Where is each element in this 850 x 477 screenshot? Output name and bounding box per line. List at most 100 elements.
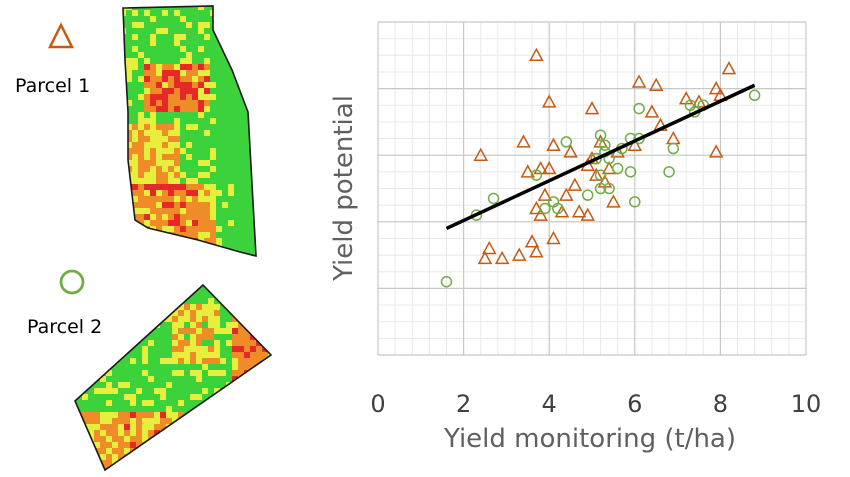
map-cell: [216, 28, 223, 35]
map-cell: [144, 40, 151, 47]
map-cell: [150, 184, 157, 191]
map-cell: [136, 370, 143, 377]
map-cell: [192, 136, 199, 143]
map-cell: [154, 370, 161, 377]
map-cell: [186, 208, 193, 215]
map-cell: [234, 124, 241, 131]
map-cell: [244, 298, 251, 305]
map-cell: [234, 202, 241, 209]
map-cell: [112, 394, 119, 401]
map-cell: [214, 364, 221, 371]
map-cell: [112, 346, 119, 353]
map-cell: [252, 64, 256, 71]
map-cell: [216, 232, 223, 239]
map-cell: [132, 166, 139, 173]
map-cell: [228, 70, 235, 77]
point-parcel-1: [537, 187, 553, 201]
map-cell: [156, 22, 163, 29]
map-cell: [132, 256, 139, 263]
map-cell: [100, 424, 107, 431]
map-cell: [198, 184, 205, 191]
map-cell: [192, 88, 199, 95]
map-cell: [168, 226, 175, 233]
map-cell: [172, 370, 179, 377]
map-cell: [186, 70, 193, 77]
map-cell: [198, 106, 205, 113]
point-parcel-2: [633, 102, 645, 115]
map-cell: [178, 400, 185, 407]
map-cell: [126, 202, 133, 209]
map-cell: [150, 142, 157, 149]
map-cell: [142, 412, 149, 419]
map-cell: [156, 106, 163, 113]
map-cell: [192, 256, 199, 263]
map-cell: [162, 112, 169, 119]
map-cell: [168, 70, 175, 77]
map-cell: [160, 418, 167, 425]
map-cell: [132, 94, 139, 101]
map-cell: [100, 292, 107, 299]
map-cell: [166, 400, 173, 407]
map-cell: [136, 472, 143, 477]
map-cell: [244, 304, 251, 311]
map-cell: [148, 400, 155, 407]
map-cell: [196, 436, 203, 443]
map-cell: [118, 466, 125, 470]
map-cell: [222, 64, 229, 71]
map-cell: [160, 406, 167, 413]
map-cell: [118, 436, 125, 443]
map-cell: [123, 154, 127, 161]
map-cell: [192, 154, 199, 161]
map-cell: [100, 304, 107, 311]
map-cell: [168, 154, 175, 161]
map-cell: [222, 214, 229, 221]
map-cell: [166, 346, 173, 353]
map-cell: [216, 94, 223, 101]
map-cell: [204, 22, 211, 29]
map-cell: [106, 310, 113, 317]
map-cell: [162, 166, 169, 173]
map-cell: [234, 244, 241, 251]
map-cell: [124, 412, 131, 419]
map-cell: [202, 418, 209, 425]
map-cell: [144, 76, 151, 83]
map-cell: [250, 430, 257, 437]
map-cell: [190, 370, 197, 377]
map-cell: [216, 196, 223, 203]
map-cell: [130, 364, 137, 371]
map-cell: [82, 400, 89, 407]
map-cell: [126, 52, 133, 59]
map-cell: [130, 394, 137, 401]
map-cell: [186, 166, 193, 173]
map-cell: [234, 232, 241, 239]
map-cell: [144, 52, 151, 59]
map-cell: [156, 82, 163, 89]
map-cell: [256, 412, 263, 419]
map-cell: [252, 154, 256, 161]
map-cell: [142, 286, 149, 293]
map-cell: [228, 40, 235, 47]
map-cell: [126, 70, 133, 77]
map-cell: [132, 244, 139, 251]
map-cell: [246, 148, 253, 155]
map-cell: [204, 52, 211, 59]
map-cell: [123, 238, 127, 245]
map-cell: [234, 10, 241, 17]
scatter-chart: 0 2 4 6 8 10 Yield monitoring (t/ha) Yield po…: [329, 21, 821, 454]
legend-label-parcel-1: Parcel 1: [15, 75, 90, 97]
map-cell: [210, 178, 217, 185]
map-cell: [156, 250, 163, 256]
map-cell: [172, 292, 179, 299]
map-cell: [154, 340, 161, 347]
map-cell: [240, 184, 247, 191]
map-cell: [192, 34, 199, 41]
map-cell: [180, 94, 187, 101]
map-cell: [202, 394, 209, 401]
x-tick-label: 0: [370, 390, 385, 418]
map-cell: [250, 358, 257, 365]
map-cell: [88, 364, 95, 371]
map-cell: [246, 238, 253, 245]
map-cell: [208, 376, 215, 383]
map-cell: [138, 10, 145, 17]
map-cell: [186, 16, 193, 23]
